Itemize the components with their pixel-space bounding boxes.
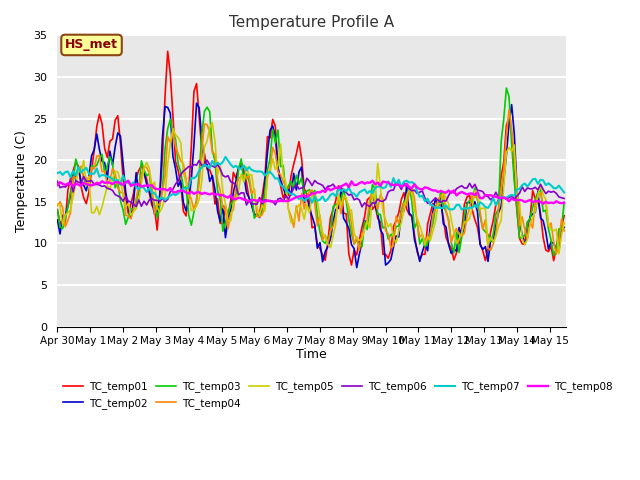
TC_temp06 — [466, 180, 474, 186]
TC_temp01 — [450, 257, 458, 263]
TC_temp04 — [292, 203, 300, 209]
Line: TC_temp07: TC_temp07 — [58, 157, 564, 210]
TC_temp02 — [54, 217, 61, 223]
TC_temp02 — [560, 225, 568, 230]
TC_temp08 — [463, 192, 471, 197]
TC_temp07 — [458, 207, 465, 213]
TC_temp01 — [159, 155, 166, 161]
TC_temp07 — [560, 190, 568, 195]
TC_temp04 — [461, 230, 468, 236]
Line: TC_temp06: TC_temp06 — [58, 160, 564, 207]
TC_temp05 — [447, 216, 455, 222]
TC_temp01 — [466, 192, 474, 198]
TC_temp07 — [159, 195, 166, 201]
TC_temp08 — [369, 178, 376, 184]
TC_temp03 — [461, 213, 468, 219]
TC_temp04 — [505, 107, 513, 112]
Line: TC_temp05: TC_temp05 — [58, 123, 564, 254]
Line: TC_temp03: TC_temp03 — [58, 88, 564, 255]
TC_temp07 — [221, 154, 229, 160]
TC_temp05 — [54, 202, 61, 207]
TC_temp07 — [54, 170, 61, 176]
TC_temp06 — [54, 179, 61, 184]
TC_temp02 — [101, 160, 109, 166]
TC_temp02 — [193, 100, 200, 106]
TC_temp08 — [292, 194, 300, 200]
TC_temp06 — [319, 182, 326, 188]
TC_temp03 — [502, 85, 510, 91]
TC_temp05 — [209, 120, 216, 126]
TC_temp03 — [159, 187, 166, 192]
TC_temp05 — [560, 220, 568, 226]
TC_temp08 — [540, 201, 547, 206]
TC_temp03 — [101, 170, 109, 176]
TC_temp04 — [101, 168, 109, 174]
Line: TC_temp08: TC_temp08 — [58, 181, 564, 204]
TC_temp04 — [560, 228, 568, 234]
TC_temp03 — [292, 172, 300, 178]
TC_temp02 — [450, 246, 458, 252]
TC_temp02 — [159, 135, 166, 141]
Text: HS_met: HS_met — [65, 38, 118, 51]
TC_temp04 — [316, 213, 324, 218]
Line: TC_temp04: TC_temp04 — [58, 109, 564, 254]
TC_temp06 — [204, 157, 211, 163]
TC_temp06 — [450, 190, 458, 196]
TC_temp02 — [319, 259, 326, 264]
TC_temp03 — [560, 199, 568, 205]
TC_temp02 — [466, 200, 474, 205]
TC_temp05 — [555, 251, 563, 257]
TC_temp08 — [54, 182, 61, 188]
TC_temp08 — [447, 190, 455, 196]
Y-axis label: Temperature (C): Temperature (C) — [15, 130, 28, 232]
Legend: TC_temp01, TC_temp02, TC_temp03, TC_temp04, TC_temp05, TC_temp06, TC_temp07, TC_: TC_temp01, TC_temp02, TC_temp03, TC_temp… — [63, 382, 612, 408]
TC_temp06 — [295, 186, 303, 192]
TC_temp01 — [319, 252, 326, 258]
TC_temp07 — [101, 172, 109, 178]
TC_temp06 — [101, 183, 109, 189]
TC_temp08 — [316, 190, 324, 195]
TC_temp07 — [295, 196, 303, 202]
TC_temp01 — [295, 139, 303, 144]
TC_temp04 — [445, 218, 452, 224]
TC_temp03 — [316, 229, 324, 235]
TC_temp03 — [550, 252, 557, 258]
Line: TC_temp01: TC_temp01 — [58, 51, 564, 265]
TC_temp08 — [560, 200, 568, 205]
TC_temp01 — [164, 48, 172, 54]
TC_temp05 — [463, 218, 471, 224]
TC_temp01 — [101, 145, 109, 151]
TC_temp04 — [159, 189, 166, 194]
TC_temp06 — [560, 196, 568, 202]
TC_temp01 — [348, 262, 355, 268]
TC_temp05 — [101, 193, 109, 199]
TC_temp02 — [295, 169, 303, 175]
TC_temp07 — [319, 193, 326, 199]
TC_temp05 — [319, 230, 326, 236]
Line: TC_temp02: TC_temp02 — [58, 103, 564, 268]
TC_temp04 — [552, 252, 560, 257]
TC_temp08 — [159, 186, 166, 192]
TC_temp07 — [447, 206, 455, 212]
TC_temp05 — [159, 204, 166, 210]
TC_temp02 — [353, 265, 360, 271]
TC_temp06 — [159, 195, 166, 201]
TC_temp01 — [560, 213, 568, 218]
TC_temp03 — [54, 207, 61, 213]
TC_temp01 — [54, 207, 61, 213]
X-axis label: Time: Time — [296, 348, 327, 361]
TC_temp03 — [445, 217, 452, 223]
TC_temp08 — [101, 180, 109, 186]
TC_temp07 — [466, 205, 474, 211]
TC_temp05 — [295, 202, 303, 207]
Title: Temperature Profile A: Temperature Profile A — [229, 15, 394, 30]
TC_temp04 — [54, 203, 61, 209]
TC_temp06 — [358, 204, 366, 210]
